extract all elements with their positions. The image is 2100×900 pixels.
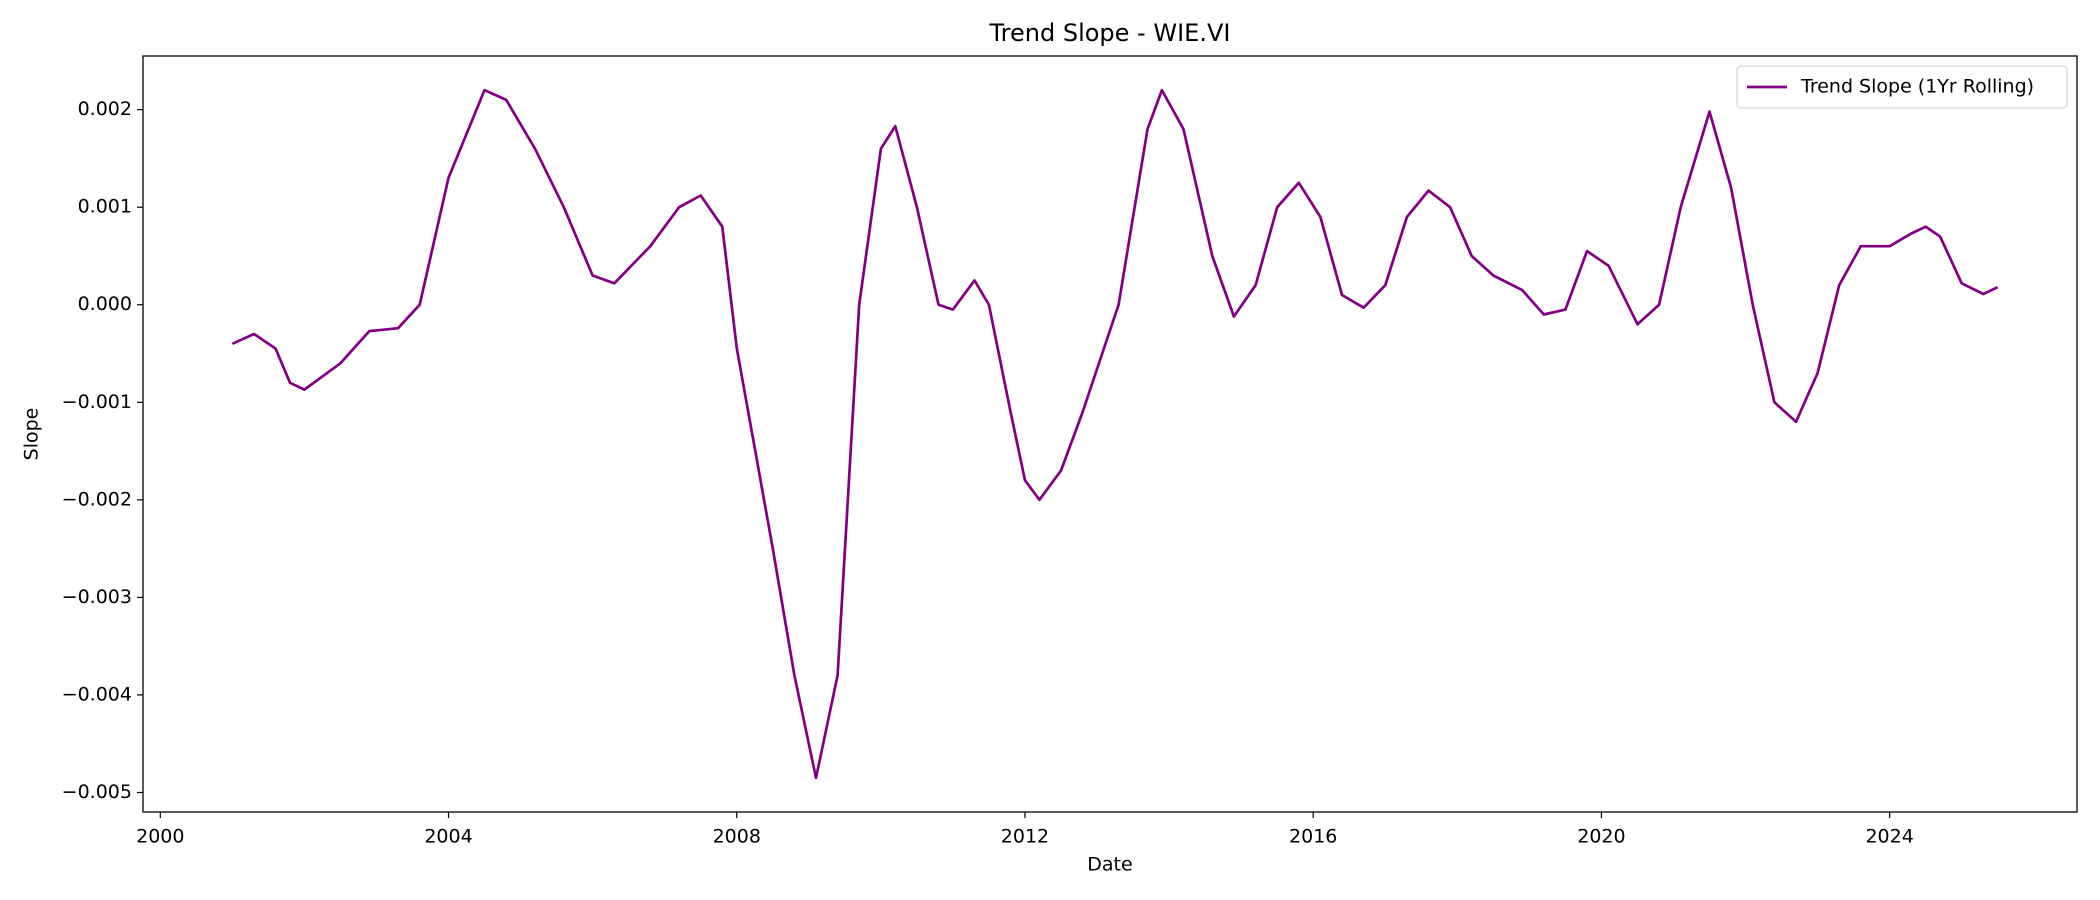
y-tick-label: 0.001 bbox=[78, 196, 132, 218]
y-tick-label: −0.005 bbox=[62, 781, 132, 803]
x-tick-label: 2004 bbox=[424, 826, 472, 848]
legend-box bbox=[1736, 65, 2068, 109]
y-tick-label: −0.002 bbox=[62, 488, 132, 510]
y-tick-label: −0.001 bbox=[62, 391, 132, 413]
x-axis-label: Date bbox=[1087, 854, 1132, 876]
chart-title: Trend Slope - WIE.VI bbox=[989, 19, 1231, 47]
x-tick-label: 2012 bbox=[1001, 826, 1049, 848]
legend-label: Trend Slope (1Yr Rolling) bbox=[1800, 76, 2034, 98]
plot-frame bbox=[142, 55, 2078, 813]
line bbox=[231, 88, 1999, 780]
x-tick-label: 2020 bbox=[1577, 826, 1625, 848]
y-tick-label: −0.004 bbox=[62, 683, 132, 705]
y-tick-label: −0.003 bbox=[62, 586, 132, 608]
y-tick-label: 0.002 bbox=[78, 98, 132, 120]
x-tick-label: 2008 bbox=[713, 826, 761, 848]
x-tick-label: 2016 bbox=[1289, 826, 1337, 848]
y-tick-label: 0.000 bbox=[78, 293, 132, 315]
x-tick-label: 2000 bbox=[136, 826, 184, 848]
y-axis-label: Slope bbox=[21, 408, 43, 461]
x-tick-label: 2024 bbox=[1865, 826, 1913, 848]
